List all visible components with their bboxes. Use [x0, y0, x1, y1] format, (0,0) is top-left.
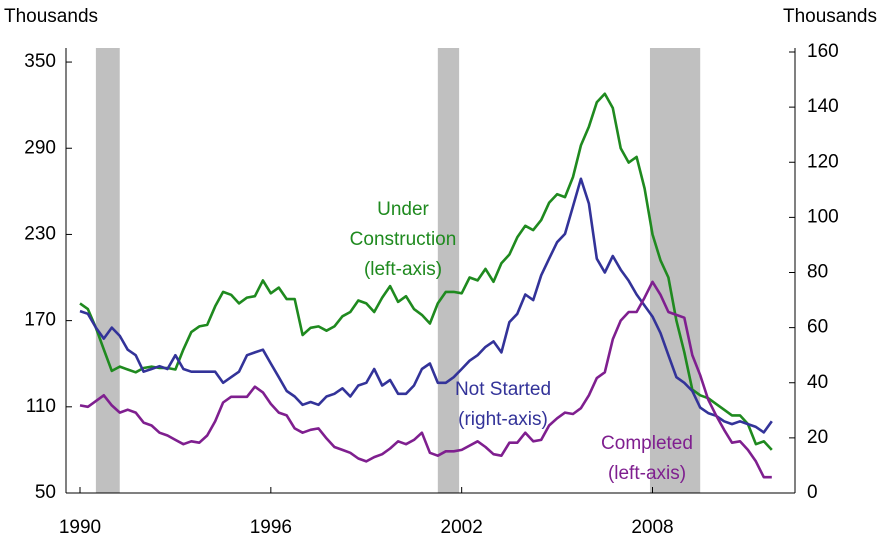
y2-tick-label: 20: [807, 427, 828, 448]
y-tick-label: 230: [24, 223, 56, 244]
y-tick-label: 170: [24, 310, 56, 331]
x-tick-label: 2002: [441, 517, 483, 538]
series-line: [79, 92, 773, 451]
x-tick-label: 2008: [631, 517, 673, 538]
series-line: [79, 280, 772, 479]
recession-band: [649, 48, 701, 493]
y-tick-label: 50: [35, 482, 56, 503]
annotation: (left-axis): [608, 463, 686, 484]
y-tick-label: 110: [26, 396, 56, 417]
y2-tick-label: 100: [807, 206, 839, 227]
annotation: Not Started: [455, 379, 551, 400]
recession-band: [95, 48, 120, 493]
x-tick-label: 1990: [59, 517, 101, 538]
annotation: (right-axis): [458, 409, 548, 430]
x-tick-label: 1996: [250, 517, 292, 538]
y-tick-label: 350: [24, 51, 56, 72]
annotation: Construction: [350, 229, 457, 250]
y2-tick-label: 120: [807, 151, 839, 172]
annotation: (left-axis): [364, 259, 442, 280]
y2-tick-label: 40: [807, 372, 828, 393]
annotation: Completed: [601, 433, 693, 454]
left-axis-label: Thousands: [4, 6, 98, 27]
annotation: Under: [377, 199, 429, 220]
series-line: [79, 177, 773, 434]
right-axis-label: Thousands: [783, 6, 877, 27]
y2-tick-label: 80: [807, 262, 828, 283]
y-tick-label: 290: [24, 137, 56, 158]
y2-tick-label: 160: [807, 41, 839, 62]
y2-tick-label: 140: [807, 96, 839, 117]
y2-tick-label: 60: [807, 317, 828, 338]
y2-tick-label: 0: [807, 482, 818, 503]
